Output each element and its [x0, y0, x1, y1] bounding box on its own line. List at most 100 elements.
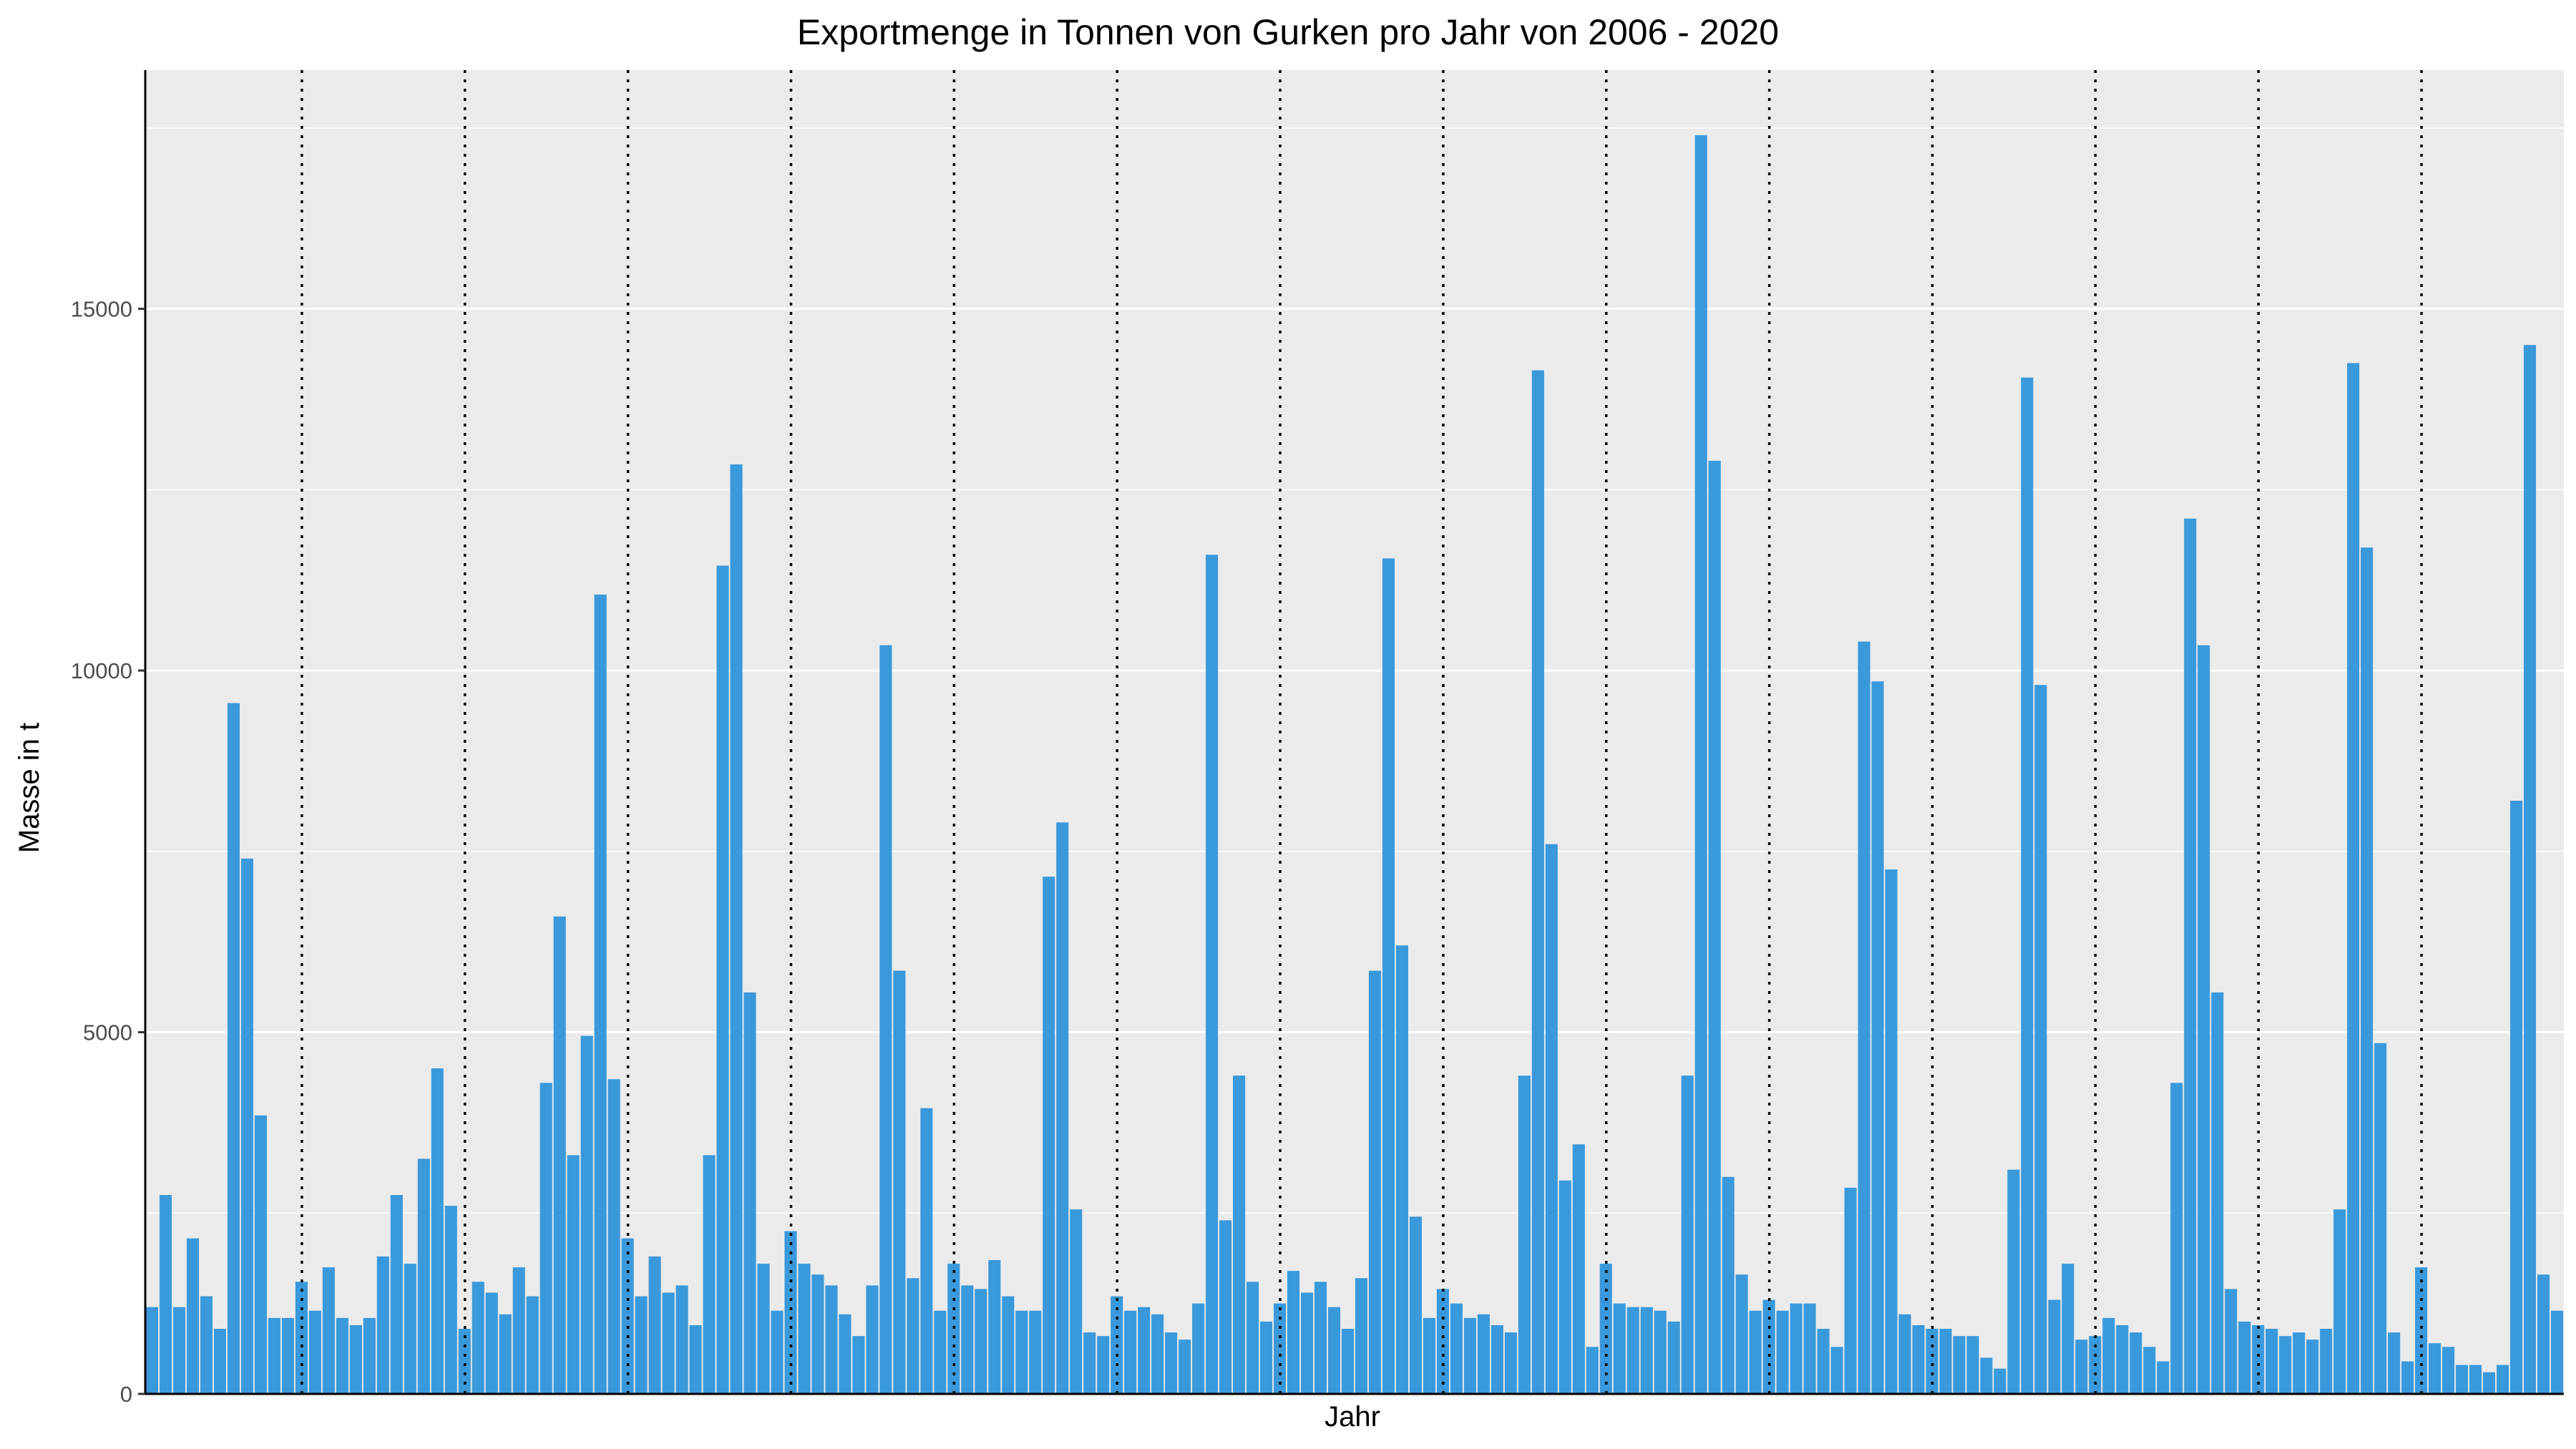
- bar: [580, 1035, 593, 1394]
- bar: [1558, 1180, 1571, 1394]
- bar: [975, 1289, 987, 1394]
- bar: [1939, 1329, 1952, 1394]
- bar: [213, 1329, 226, 1394]
- bar: [1749, 1310, 1762, 1394]
- bar: [458, 1329, 471, 1394]
- bar: [852, 1336, 865, 1394]
- bar: [716, 565, 729, 1394]
- year-separators: [301, 70, 2423, 1394]
- bar: [2497, 1365, 2509, 1394]
- bar: [1002, 1296, 1015, 1394]
- bar: [1776, 1310, 1789, 1394]
- bar: [2062, 1264, 2074, 1394]
- bar: [1274, 1303, 1287, 1394]
- bar: [186, 1238, 200, 1394]
- bar: [2021, 377, 2034, 1395]
- bar: [2265, 1329, 2278, 1394]
- bar: [2469, 1365, 2482, 1394]
- bar: [730, 464, 743, 1394]
- bar: [431, 1068, 444, 1394]
- bar: [635, 1296, 648, 1394]
- bar: [1953, 1336, 1966, 1394]
- bar: [2374, 1043, 2387, 1394]
- bar: [1165, 1332, 1178, 1394]
- bar: [1355, 1278, 1368, 1394]
- bar: [254, 1115, 267, 1394]
- bar: [281, 1317, 294, 1394]
- bar: [2442, 1347, 2455, 1394]
- bar: [798, 1264, 811, 1394]
- bar: [499, 1314, 512, 1394]
- bar: [947, 1264, 960, 1394]
- bar: [1300, 1292, 1314, 1394]
- bar: [1043, 877, 1055, 1394]
- bar: [1722, 1176, 1735, 1394]
- bar: [2361, 547, 2373, 1394]
- bar: [2347, 363, 2360, 1394]
- bar: [1626, 1307, 1639, 1394]
- bar: [1694, 135, 1707, 1394]
- bar: [1966, 1336, 1979, 1394]
- bar: [839, 1314, 852, 1394]
- bar: [2523, 345, 2537, 1394]
- y-tick-label: 5000: [83, 1020, 132, 1045]
- bar: [1219, 1220, 1232, 1394]
- bar: [240, 858, 253, 1394]
- bar: [1477, 1314, 1490, 1394]
- bar: [662, 1292, 675, 1394]
- y-tick-label: 10000: [71, 658, 132, 683]
- bar: [2116, 1324, 2129, 1394]
- bar: [1980, 1357, 1993, 1394]
- bar: [404, 1264, 416, 1394]
- chart-title: Exportmenge in Tonnen von Gurken pro Jah…: [797, 12, 1779, 52]
- bar: [376, 1256, 389, 1394]
- bar: [2252, 1324, 2265, 1394]
- bar: [2415, 1267, 2428, 1394]
- bar: [784, 1231, 797, 1394]
- bar: [1327, 1307, 1341, 1394]
- bar: [1681, 1075, 1694, 1394]
- bar: [2293, 1332, 2306, 1394]
- bar: [1599, 1264, 1612, 1394]
- bar: [1192, 1303, 1205, 1394]
- y-axis-ticks: 0 5000 10000 15000: [71, 297, 145, 1407]
- bar: [1885, 869, 1898, 1394]
- bar: [540, 1083, 552, 1394]
- bar: [2034, 685, 2047, 1394]
- bar: [988, 1259, 1001, 1394]
- bar: [1504, 1332, 1517, 1394]
- bar: [1395, 945, 1409, 1394]
- bar: [363, 1317, 376, 1394]
- bar: [1545, 844, 1558, 1394]
- bar: [1667, 1321, 1680, 1394]
- bar: [1056, 822, 1069, 1394]
- bar: [2048, 1299, 2061, 1394]
- bar: [1314, 1282, 1327, 1394]
- bar: [907, 1278, 919, 1394]
- bar: [2170, 1083, 2183, 1394]
- bar: [2143, 1347, 2156, 1394]
- bar: [200, 1296, 213, 1394]
- bar: [866, 1285, 879, 1394]
- bar: [689, 1324, 702, 1394]
- bar: [1871, 681, 1884, 1394]
- bar: [1518, 1075, 1531, 1394]
- axes: [144, 70, 2564, 1395]
- bar: [390, 1194, 403, 1394]
- bar: [145, 1307, 159, 1394]
- bar: [594, 594, 607, 1394]
- bar: [1436, 1289, 1449, 1394]
- bars: [145, 135, 2564, 1395]
- bar: [2456, 1365, 2469, 1394]
- bar: [648, 1256, 661, 1394]
- bar: [417, 1158, 430, 1394]
- bar: [1029, 1310, 1042, 1394]
- bar: [1654, 1310, 1667, 1394]
- bar: [268, 1317, 280, 1394]
- bar: [1409, 1216, 1422, 1394]
- bar: [2157, 1361, 2170, 1394]
- bar: [608, 1079, 620, 1394]
- bar: [308, 1310, 321, 1394]
- bar: [444, 1206, 457, 1394]
- bar: [322, 1267, 335, 1394]
